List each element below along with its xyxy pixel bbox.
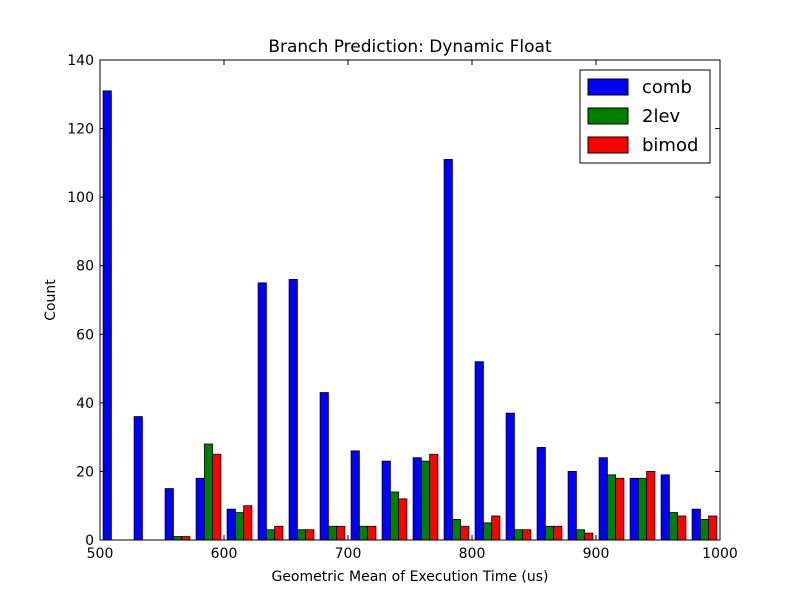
- bar-bimod-8: [367, 525, 377, 541]
- bar-bimod-14: [553, 525, 563, 541]
- bar-bimod-6: [305, 529, 315, 541]
- legend-label-2lev: 2lev: [642, 106, 681, 127]
- bar-comb-3: [195, 477, 205, 541]
- x-tick-label: 700: [335, 546, 362, 562]
- ticks-layer: 500 600 700 800 900 1000 0 20 40 60 80 100 120 140: [67, 53, 738, 562]
- bar-comb-9: [381, 460, 391, 541]
- y-tick-label: 80: [76, 259, 94, 275]
- bar-2lev-4: [234, 512, 245, 541]
- y-tick-label: 40: [76, 396, 94, 412]
- bar-comb-10: [412, 457, 422, 541]
- bar-2lev-11: [451, 519, 462, 541]
- bar-2lev-6: [296, 529, 307, 541]
- bar-2lev-10: [420, 460, 431, 541]
- bar-2lev-17: [637, 477, 648, 541]
- bar-2lev-15: [575, 529, 586, 541]
- bar-comb-19: [691, 508, 701, 541]
- bar-comb-17: [629, 477, 639, 541]
- bar-comb-15: [567, 471, 577, 541]
- bar-comb-11: [443, 159, 453, 541]
- bar-comb-14: [536, 447, 546, 541]
- bar-comb-6: [288, 279, 298, 541]
- y-tick-label: 0: [85, 533, 94, 549]
- bar-2lev-2: [172, 536, 183, 541]
- x-axis-label: Geometric Mean of Execution Time (us): [271, 569, 548, 585]
- bar-2lev-16: [606, 474, 617, 541]
- x-tick-label: 500: [87, 546, 114, 562]
- bar-bimod-19: [708, 515, 718, 541]
- bar-comb-13: [505, 412, 515, 541]
- y-axis-label: Count: [43, 279, 59, 321]
- bar-bimod-5: [274, 525, 284, 541]
- x-tick-label: 900: [583, 546, 610, 562]
- bar-comb-5: [257, 282, 267, 541]
- bar-comb-16: [598, 457, 608, 541]
- bar-comb-12: [474, 361, 484, 541]
- bar-bimod-9: [398, 498, 408, 541]
- bar-comb-2: [164, 488, 174, 541]
- bar-bimod-17: [646, 471, 656, 541]
- bar-bimod-3: [212, 453, 222, 541]
- bar-bimod-16: [615, 477, 625, 541]
- y-tick-label: 120: [67, 122, 94, 138]
- bar-2lev-5: [265, 529, 276, 541]
- bar-2lev-19: [699, 519, 710, 541]
- x-tick-label: 1000: [702, 546, 738, 562]
- axes-frame: [99, 59, 721, 541]
- bar-comb-4: [226, 508, 236, 541]
- bar-comb-8: [350, 450, 360, 541]
- bar-bimod-13: [522, 529, 532, 541]
- bar-bimod-11: [460, 525, 470, 541]
- bar-2lev-3: [203, 443, 214, 541]
- legend-label-comb: comb: [642, 77, 692, 98]
- legend-swatch-bimod: [587, 136, 629, 154]
- bar-bimod-4: [243, 505, 253, 541]
- bar-2lev-7: [327, 525, 338, 541]
- bar-2lev-14: [544, 525, 555, 541]
- bar-2lev-12: [482, 522, 493, 541]
- bar-bimod-10: [429, 453, 439, 541]
- bar-bimod-12: [491, 515, 501, 541]
- legend-swatch-comb: [587, 78, 629, 96]
- bar-bimod-18: [677, 515, 687, 541]
- bar-bimod-15: [584, 532, 594, 541]
- legend-label-bimod: bimod: [642, 135, 698, 156]
- y-tick-label: 140: [67, 53, 94, 69]
- bar-comb-1: [133, 416, 143, 541]
- x-tick-label: 800: [459, 546, 486, 562]
- chart-title: Branch Prediction: Dynamic Float: [268, 37, 552, 57]
- bar-bimod-2: [181, 536, 191, 541]
- legend: comb 2lev bimod: [579, 69, 711, 164]
- bar-comb-0: [102, 90, 112, 541]
- bar-comb-7: [319, 392, 329, 541]
- y-tick-label: 60: [76, 327, 94, 343]
- y-tick-label: 20: [76, 464, 94, 480]
- bar-comb-18: [660, 474, 670, 541]
- y-tick-label: 100: [67, 190, 94, 206]
- bar-2lev-8: [358, 525, 369, 541]
- bar-2lev-18: [668, 512, 679, 541]
- bar-2lev-13: [513, 529, 524, 541]
- bar-2lev-9: [389, 491, 400, 541]
- legend-swatch-2lev: [587, 107, 629, 125]
- bar-bimod-7: [336, 525, 346, 541]
- x-tick-label: 600: [211, 546, 238, 562]
